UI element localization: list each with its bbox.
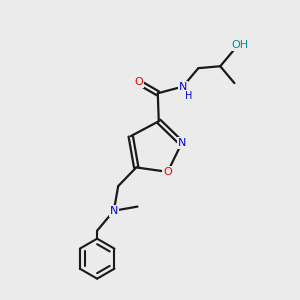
Text: O: O xyxy=(163,167,172,177)
Text: N: N xyxy=(110,206,118,216)
Text: N: N xyxy=(179,82,187,92)
Text: H: H xyxy=(185,91,193,100)
Text: O: O xyxy=(134,77,143,87)
Text: N: N xyxy=(177,138,186,148)
Text: OH: OH xyxy=(231,40,248,50)
